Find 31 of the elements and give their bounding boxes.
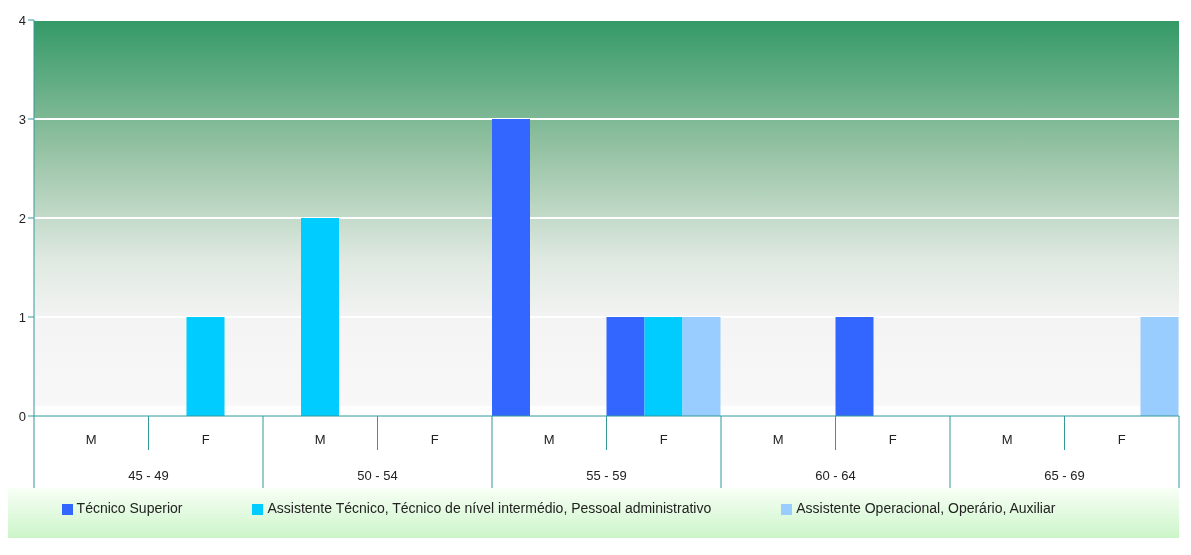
x-tick-label: F	[659, 432, 668, 447]
legend-label: Assistente Técnico, Técnico de nível intermédio, Pessoal administrativo	[267, 500, 712, 516]
legend-label: Assistente Operacional, Operário, Auxiliar	[796, 500, 1056, 516]
bar	[682, 317, 721, 416]
x-tick-label: F	[888, 432, 897, 447]
y-tick-label: 4	[18, 12, 26, 28]
text: 45 - 49	[128, 468, 169, 483]
bar	[606, 317, 645, 416]
y-tick-label: 1	[18, 309, 26, 325]
bar	[835, 317, 874, 416]
text: 55 - 59	[586, 468, 627, 483]
x-tick-label: M	[314, 432, 326, 447]
x-tick-label: M	[543, 432, 555, 447]
y-tick-label: 3	[18, 111, 26, 127]
x-tick-label: F	[430, 432, 439, 447]
y-tick-label: 0	[18, 408, 26, 424]
bar	[644, 317, 683, 416]
x-tick-label: F	[201, 432, 210, 447]
text: 60 - 64	[815, 468, 856, 483]
bar	[492, 119, 530, 416]
bar	[186, 317, 225, 416]
text: 50 - 54	[357, 468, 398, 483]
y-tick-label: 2	[18, 210, 26, 226]
x-tick-label: M	[772, 432, 784, 447]
legend-label: Técnico Superior	[76, 500, 183, 516]
x-tick-label: M	[85, 432, 97, 447]
bar	[301, 218, 339, 416]
x-tick-label: M	[1001, 432, 1013, 447]
bar	[1140, 317, 1179, 416]
x-tick-label: F	[1117, 432, 1126, 447]
text: 65 - 69	[1044, 468, 1085, 483]
